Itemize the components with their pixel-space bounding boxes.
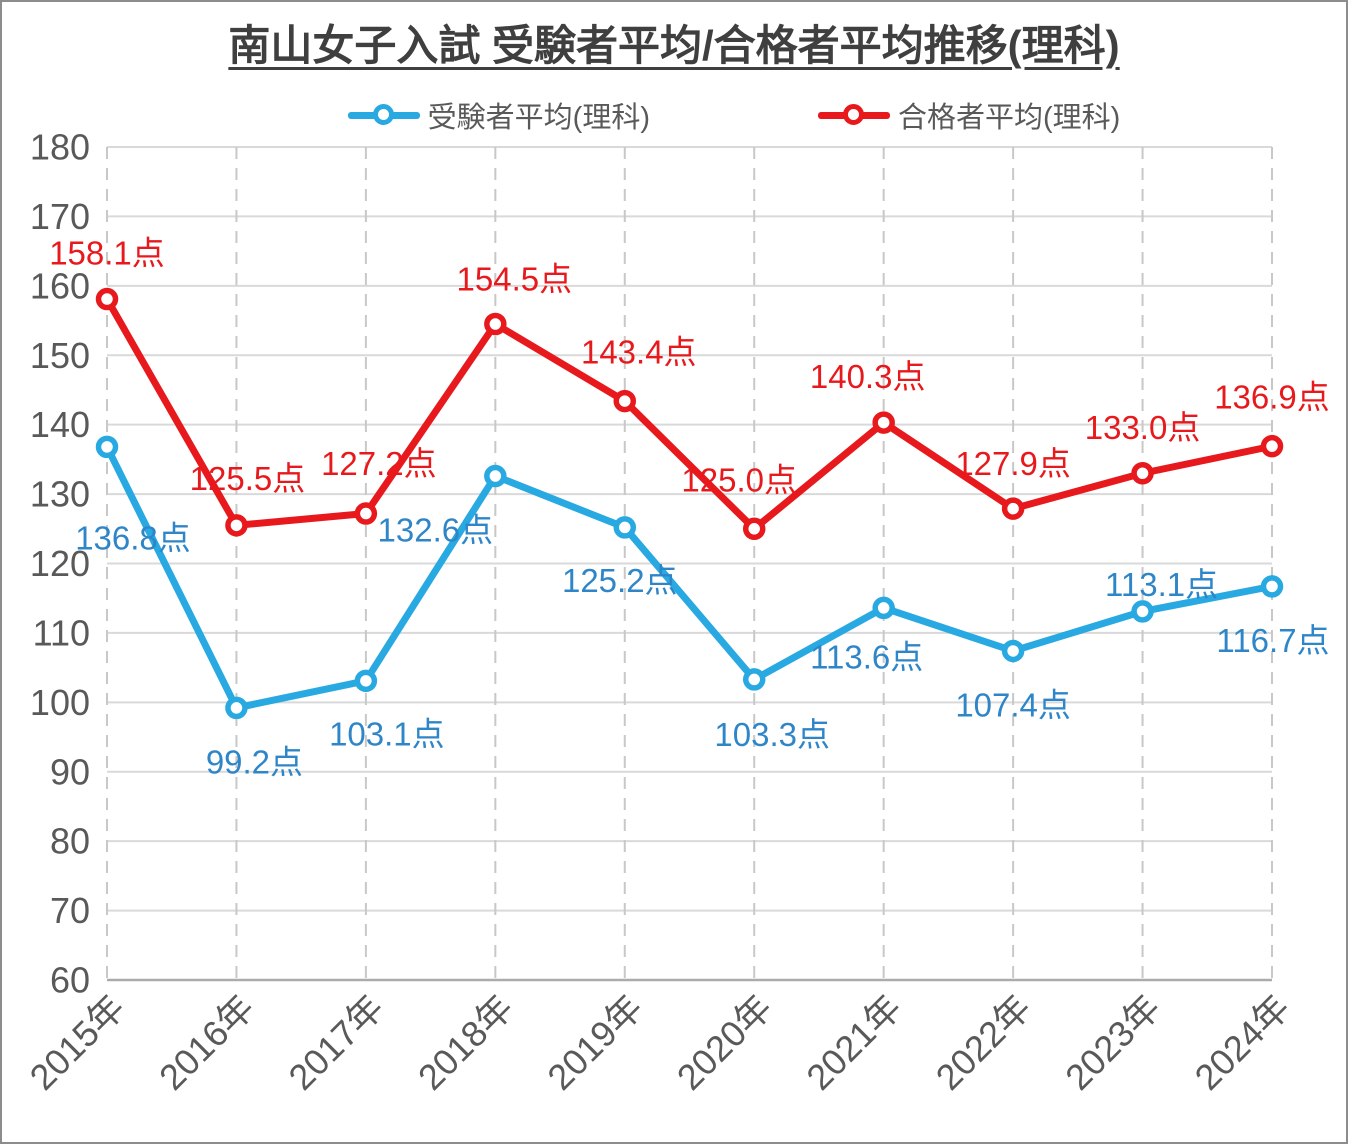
data-point-marker xyxy=(354,669,378,693)
data-label: 103.3点 xyxy=(714,716,830,753)
data-point-marker xyxy=(95,435,119,459)
x-tick-label: 2020年 xyxy=(669,987,780,1098)
legend: 受験者平均(理科) 合格者平均(理科) xyxy=(62,94,1346,136)
data-label: 132.6点 xyxy=(378,512,494,549)
x-tick-label: 2016年 xyxy=(151,987,262,1098)
y-tick-label: 130 xyxy=(30,474,90,515)
y-tick-label: 170 xyxy=(30,196,90,237)
data-label: 103.1点 xyxy=(329,715,445,752)
data-label: 113.1点 xyxy=(1105,566,1218,603)
data-point-marker xyxy=(872,596,895,620)
x-tick-label: 2023年 xyxy=(1057,987,1168,1098)
data-label: 140.3点 xyxy=(810,358,926,395)
y-tick-label: 180 xyxy=(30,127,90,168)
legend-item-passer-average[interactable]: 合格者平均(理科) xyxy=(818,94,1120,136)
x-tick-label: 2019年 xyxy=(539,987,650,1098)
data-label: 143.4点 xyxy=(581,334,697,371)
x-tick-label: 2015年 xyxy=(22,987,133,1098)
y-tick-label: 60 xyxy=(50,960,90,1001)
legend-label-passer-average: 合格者平均(理科) xyxy=(898,102,1121,134)
series-line xyxy=(103,443,1276,712)
legend-label-examinee-average: 受験者平均(理科) xyxy=(427,102,650,134)
data-label: 116.7点 xyxy=(1216,622,1329,659)
series-line xyxy=(103,295,1276,533)
x-tick-label: 2018年 xyxy=(410,987,521,1098)
data-label: 127.9点 xyxy=(955,445,1071,482)
data-point-marker xyxy=(225,696,248,720)
data-point-marker xyxy=(1131,600,1154,623)
data-point-marker xyxy=(1260,434,1284,458)
gridlines: 60 70 80 90 100 110 120 130 140 150 160 170 180 2015年… xyxy=(22,127,1298,1098)
y-tick-label: 80 xyxy=(50,821,90,862)
data-point-marker xyxy=(1001,497,1025,520)
data-point-marker xyxy=(1131,462,1154,485)
data-point-marker xyxy=(1260,575,1284,598)
data-label: 125.0点 xyxy=(681,461,797,498)
y-tick-label: 140 xyxy=(30,404,90,445)
x-tick-label: 2024年 xyxy=(1187,987,1298,1098)
data-label: 154.5点 xyxy=(457,261,573,298)
data-point-marker xyxy=(872,411,895,434)
x-tick-label: 2022年 xyxy=(928,987,1039,1098)
data-label: 136.9点 xyxy=(1214,379,1330,416)
y-tick-label: 110 xyxy=(33,612,90,653)
legend-line-marker-icon xyxy=(347,103,420,127)
data-point-marker xyxy=(484,312,507,336)
data-label: 125.5点 xyxy=(190,460,306,497)
y-tick-label: 100 xyxy=(30,682,90,723)
y-tick-label: 150 xyxy=(30,335,90,376)
series-0-labels: 136.8点 99.2点 103.1点 132.6点 125.2点 103.3点 113.6… xyxy=(75,512,1329,781)
y-tick-label: 120 xyxy=(30,543,90,584)
legend-item-examinee-average[interactable]: 受験者平均(理科) xyxy=(347,94,650,136)
x-tick-label: 2021年 xyxy=(798,987,909,1098)
data-point-marker xyxy=(484,464,507,488)
data-label: 113.6点 xyxy=(810,638,923,675)
data-label: 125.2点 xyxy=(562,562,678,599)
series-0 xyxy=(95,435,1284,720)
data-point-marker xyxy=(354,502,378,525)
data-point-marker xyxy=(613,389,637,413)
data-point-marker xyxy=(742,517,766,541)
data-point-marker xyxy=(613,516,637,539)
y-tick-label: 90 xyxy=(50,751,90,792)
data-point-marker xyxy=(1001,639,1025,663)
legend-line-marker-icon xyxy=(818,103,890,127)
data-label: 158.1点 xyxy=(49,235,165,272)
data-label: 127.2点 xyxy=(321,445,437,482)
series-1 xyxy=(95,287,1284,541)
data-label: 107.4点 xyxy=(955,686,1071,723)
data-point-marker xyxy=(225,514,248,537)
data-label: 136.8点 xyxy=(75,519,191,556)
chart-title: 南山女子入試 受験者平均/合格者平均推移(理科) xyxy=(228,22,1120,69)
y-tick-label: 70 xyxy=(50,890,90,931)
data-point-marker xyxy=(742,668,766,691)
x-tick-label: 2017年 xyxy=(280,987,391,1098)
data-label: 133.0点 xyxy=(1085,409,1201,446)
data-label: 99.2点 xyxy=(206,743,303,780)
y-tick-label: 160 xyxy=(30,265,90,306)
data-point-marker xyxy=(95,287,119,311)
